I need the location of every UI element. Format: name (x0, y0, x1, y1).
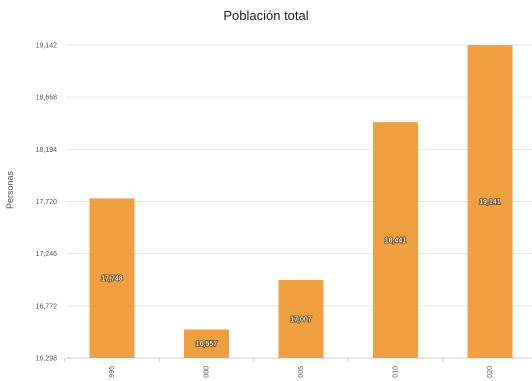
bar (89, 198, 135, 358)
y-tick-label: 18,668 (36, 95, 58, 102)
x-tick-label: 005 (298, 366, 305, 378)
y-tick-label: 17,720 (36, 199, 58, 206)
data-label-outline: 19,141 (479, 199, 501, 206)
x-tick-label: 010 (393, 366, 400, 378)
y-tick-label: 18,194 (36, 147, 58, 154)
y-tick-label: 16,298 (36, 356, 58, 363)
data-label: 19,141 (479, 199, 501, 206)
data-label: 18,441 (385, 238, 407, 245)
data-label-outline: 17,748 (101, 276, 123, 283)
y-tick-label: 17,246 (36, 251, 58, 258)
x-tick-label: 995 (109, 366, 116, 378)
x-tick-label: 020 (487, 366, 494, 378)
data-label-outline: 16,557 (196, 341, 218, 348)
data-label: 16,557 (196, 341, 218, 348)
y-tick-label: 19,142 (36, 43, 58, 50)
bar (467, 45, 513, 359)
x-tick-label: 000 (204, 366, 211, 378)
data-label-outline: 17,007 (290, 316, 312, 323)
bar (184, 329, 229, 358)
data-label: 17,748 (101, 276, 123, 283)
chart-title: Población total (223, 8, 309, 23)
data-label: 17,007 (290, 316, 312, 323)
y-tick-label: 16,772 (36, 303, 58, 310)
data-label-outline: 18,441 (385, 238, 407, 245)
bar (278, 279, 324, 358)
bar (373, 122, 418, 358)
